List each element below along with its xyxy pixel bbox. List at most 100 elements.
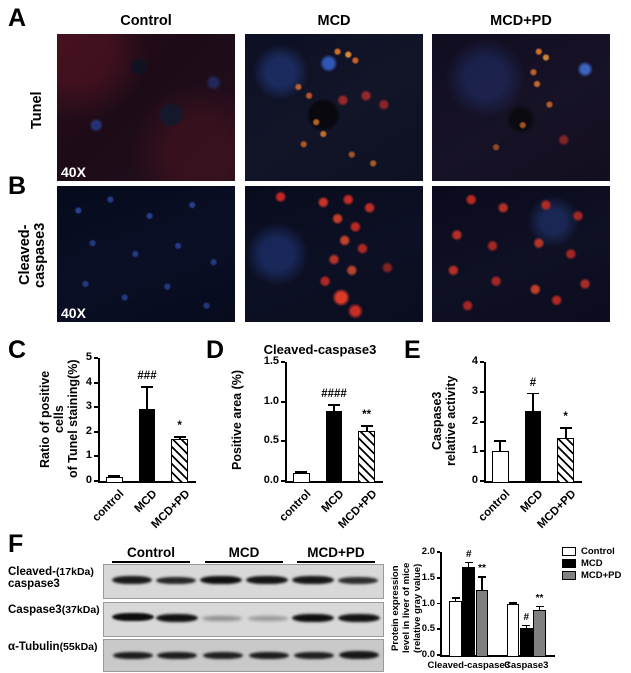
panel-d-y-tick (281, 440, 285, 443)
panel-d-bar-control (292, 473, 310, 483)
panel-d-y-ticklabel: 1.0 (263, 394, 279, 407)
panel-letter-b: B (8, 172, 27, 200)
panel-c-errorbar-cap (108, 474, 121, 477)
panel-f-bar-control-cleaved-caspase3 (449, 600, 462, 657)
panel-d-bar-mcd-pd (358, 431, 376, 483)
blot-kda-cc3: (17kDa) (55, 566, 94, 578)
row-label-line1: Cleaved- (17, 224, 33, 286)
panel-d-errorbar (300, 471, 303, 474)
column-header-mcd: MCD (317, 13, 351, 29)
column-header-control: Control (120, 13, 172, 29)
blot-strip-cleaved-caspase3 (103, 564, 384, 599)
panel-e-bar-mcd-pd (557, 437, 575, 483)
panel-f-y-axis (440, 552, 442, 657)
panel-d-errorbar (365, 425, 368, 431)
blot-group-header-mcd-pd: MCD+PD (307, 545, 365, 560)
panel-f-errorbar-cap (464, 561, 473, 564)
panel-c-x-label: MCD (132, 488, 160, 516)
panel-c-x-label: MCD+PD (149, 488, 193, 532)
panel-f-bar-mcd-cleaved-caspase3 (462, 567, 476, 657)
panel-c-significance: ### (137, 370, 157, 383)
panel-d-errorbar (333, 404, 335, 412)
panel-e-x-label: MCD+PD (535, 488, 579, 532)
panel-f-errorbar (481, 576, 483, 590)
panel-e-errorbar (499, 440, 502, 452)
panel-e-ylabel-line2: relative activity (444, 375, 458, 467)
panel-letter-d: D (206, 336, 225, 364)
blot-group-header-control: Control (127, 545, 175, 560)
panel-d-errorbar-cap (295, 471, 308, 474)
blot-kda-tub: (55kDa) (59, 641, 98, 653)
blot-label-cc3-line2: caspase3 (8, 578, 60, 590)
panel-d-significance: ** (362, 409, 372, 422)
panel-f-y-tick (437, 576, 440, 579)
blot-group-header-mcd: MCD (228, 545, 260, 560)
panel-c-ylabel-line1: Ratio of positive cells (38, 370, 66, 468)
panel-e-significance: # (529, 376, 537, 389)
panel-e-x-label: control (476, 488, 513, 525)
panel-c-y-tick (94, 480, 98, 482)
panel-f-y-tick (437, 551, 440, 553)
panel-e-y-tick (480, 390, 484, 393)
panel-d-y-ticklabel: 0.0 (263, 474, 279, 486)
micrograph-cc3-mcd-pd (432, 186, 610, 322)
panel-e-errorbar-cap (494, 440, 507, 442)
panel-f-y-tick (437, 654, 440, 656)
panel-c-errorbar (178, 436, 181, 440)
panel-d-x-axis (285, 481, 383, 483)
panel-d-errorbar-cap (360, 425, 373, 428)
panel-c-bar-mcd-pd (171, 439, 189, 483)
micrograph-cc3-control: 40X (57, 186, 235, 322)
panel-e-y-tick (480, 450, 484, 453)
panel-e-errorbar (532, 392, 534, 412)
blot-kda-c3: (37kDa) (61, 604, 100, 616)
panel-d-x-label: control (277, 488, 314, 525)
blot-strip-caspase3 (103, 602, 384, 637)
panel-f-errorbar-cap (535, 606, 544, 608)
blot-label-caspase3: Caspase3(37kDa) (8, 604, 103, 616)
panel-c-errorbar (146, 386, 148, 409)
legend-label-mcd: MCD (581, 558, 603, 569)
panel-e-y-tick (480, 480, 484, 482)
panel-c-y-tick (94, 381, 98, 384)
panel-f-errorbar (525, 624, 527, 629)
panel-c-errorbar-cap (173, 436, 186, 438)
panel-f-significance: # (465, 548, 472, 560)
panel-d-y-tick (281, 480, 285, 482)
panel-f-y-tick (437, 628, 440, 631)
panel-e-x-axis (484, 481, 582, 483)
micrograph-cc3-mcd (245, 186, 423, 322)
legend-label-mcd-pd: MCD+PD (581, 570, 622, 581)
row-label-line2: caspase3 (32, 222, 48, 288)
panel-e-bar-mcd (524, 411, 542, 483)
panel-f-group-label: Caspase3 (504, 660, 549, 671)
blot-label-cc3-line1: Cleaved- (8, 566, 56, 578)
micrograph-tunel-mcd (245, 34, 423, 181)
panel-f-errorbar-cap (478, 576, 486, 578)
panel-f-x-axis (440, 655, 555, 657)
panel-e-errorbar-cap (527, 392, 539, 395)
panel-c-y-tick (94, 406, 98, 409)
panel-e-bar-control (491, 451, 509, 483)
panel-letter-f: F (8, 530, 24, 558)
micrograph-tunel-mcd-pd (432, 34, 610, 181)
blot-label-cleaved-caspase3: Cleaved-(17kDa) caspase3 (8, 566, 103, 590)
panel-c-y-tick (94, 430, 98, 433)
panel-d-significance: #### (321, 388, 347, 401)
panel-c-bar-mcd (138, 408, 156, 483)
panel-f-ylabel-line2: level in liver of mice (401, 562, 412, 654)
panel-c-y-axis (98, 358, 100, 483)
panel-f-y-tick (437, 602, 440, 605)
panel-f-bar-mcd-pd-caspase3 (533, 609, 546, 657)
panel-e-ylabel-line1: Caspase3 (430, 391, 444, 451)
panel-c-errorbar-cap (141, 386, 153, 388)
row-label-cleaved-caspase3: Cleaved- caspase3 (17, 200, 54, 310)
magnification-label-a: 40X (61, 164, 86, 180)
panel-d-y-ticklabel: 0.5 (263, 434, 279, 447)
panel-letter-e: E (404, 336, 421, 364)
micrograph-tunel-control: 40X (57, 34, 235, 181)
panel-d-y-tick (281, 400, 285, 403)
panel-e-errorbar (564, 426, 567, 438)
panel-c-ylabel-line2: of Tunel staining(%) (66, 359, 80, 479)
panel-e-y-tick (480, 361, 484, 363)
